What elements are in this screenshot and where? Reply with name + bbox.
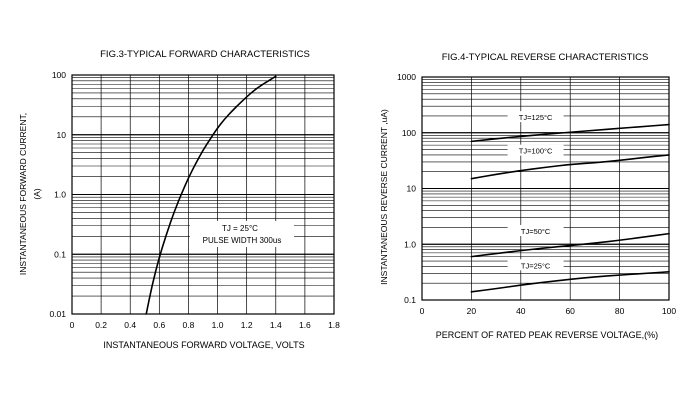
- fig3-annotation-pulse: PULSE WIDTH 300us: [203, 236, 282, 245]
- x-tick-label: 1.8: [328, 320, 340, 330]
- fig3-series-layer: [145, 75, 277, 315]
- series-line-tj100c: [470, 154, 670, 180]
- fig3-y-axis-label-line1: INSTANTANEOUS FORWARD CURRENT,: [18, 113, 28, 275]
- x-tick-label: 0: [70, 320, 75, 330]
- series-label-bg: [507, 224, 564, 236]
- x-tick-label: 1.6: [299, 320, 311, 330]
- series-label: TJ=100°C: [519, 147, 553, 156]
- series-line-tj125c: [470, 123, 670, 143]
- x-tick-label: 0.4: [124, 320, 136, 330]
- fig4-plot-frame: [421, 76, 670, 301]
- series-line-tj50c: [470, 232, 670, 258]
- fig3-title: FIG.3-TYPICAL FORWARD CHARACTERISTICS: [100, 49, 310, 60]
- y-tick-label: 0.1: [404, 295, 416, 305]
- y-tick-label: 1.0: [404, 239, 416, 249]
- y-tick-label: 0.1: [54, 249, 66, 259]
- x-tick-label: 0.2: [95, 320, 107, 330]
- fig3-x-axis-label: INSTANTANEOUS FORWARD VOLTAGE, VOLTS: [103, 340, 304, 350]
- fig4-x-tick-labels: 0 20 40 60 80 100: [420, 306, 677, 316]
- x-tick-label: 0: [420, 306, 425, 316]
- fig4-series-layer: [470, 123, 670, 293]
- series-label: TJ=50°C: [521, 227, 551, 236]
- x-tick-label: 0.6: [153, 320, 165, 330]
- reverse-characteristics-chart: FIG.4-TYPICAL REVERSE CHARACTERISTICS 0 2…: [379, 52, 676, 340]
- x-tick-label: 60: [565, 306, 575, 316]
- x-tick-label: 1.2: [241, 320, 253, 330]
- x-tick-label: 40: [516, 306, 526, 316]
- x-tick-label: 1.4: [270, 320, 282, 330]
- x-tick-label: 0.8: [183, 320, 195, 330]
- fig3-annotation-box: [190, 221, 294, 247]
- y-tick-label: 10: [407, 184, 417, 194]
- fig3-plot-frame: [71, 74, 335, 315]
- fig4-x-axis-label: PERCENT OF RATED PEAK REVERSE VOLTAGE,(%…: [436, 330, 658, 340]
- y-tick-label: 0.01: [49, 309, 66, 319]
- y-tick-label: 1000: [397, 72, 416, 82]
- x-tick-label: 20: [467, 306, 477, 316]
- series-line-tj25c: [470, 271, 670, 293]
- fig3-x-tick-labels: 0 0.2 0.4 0.6 0.8 1.0 1.2 1.4 1.6 1.8: [70, 320, 341, 330]
- fig3-y-axis-label-line2: (A): [32, 188, 42, 200]
- fig3-y-tick-labels: 0.01 0.1 1.0 10 100: [49, 70, 66, 319]
- series-label-bg: [507, 259, 564, 271]
- fig4-y-tick-labels: 0.1 1.0 10 100 1000: [397, 72, 416, 305]
- fig3-grid: [71, 75, 335, 315]
- x-tick-label: 100: [662, 306, 676, 316]
- x-tick-label: 1.0: [212, 320, 224, 330]
- fig4-series-labels: TJ=125°C TJ=100°C TJ=50°C TJ=25°C: [507, 111, 564, 271]
- y-tick-label: 100: [52, 70, 66, 80]
- y-tick-label: 100: [402, 128, 416, 138]
- fig4-y-axis-label: INSTANTANEOUS REVERSE CURRENT ,uA): [379, 109, 389, 285]
- y-tick-label: 1.0: [54, 190, 66, 200]
- series-label-bg: [507, 144, 564, 156]
- series-label: TJ=125°C: [519, 113, 553, 122]
- fig4-title: FIG.4-TYPICAL REVERSE CHARACTERISTICS: [442, 52, 649, 63]
- x-tick-label: 80: [615, 306, 625, 316]
- series-label: TJ=25°C: [521, 261, 551, 270]
- series-line: [145, 75, 277, 315]
- series-label-bg: [507, 111, 564, 123]
- fig3-annotation-temp: TJ = 25°C: [222, 224, 258, 233]
- y-tick-label: 10: [57, 130, 67, 140]
